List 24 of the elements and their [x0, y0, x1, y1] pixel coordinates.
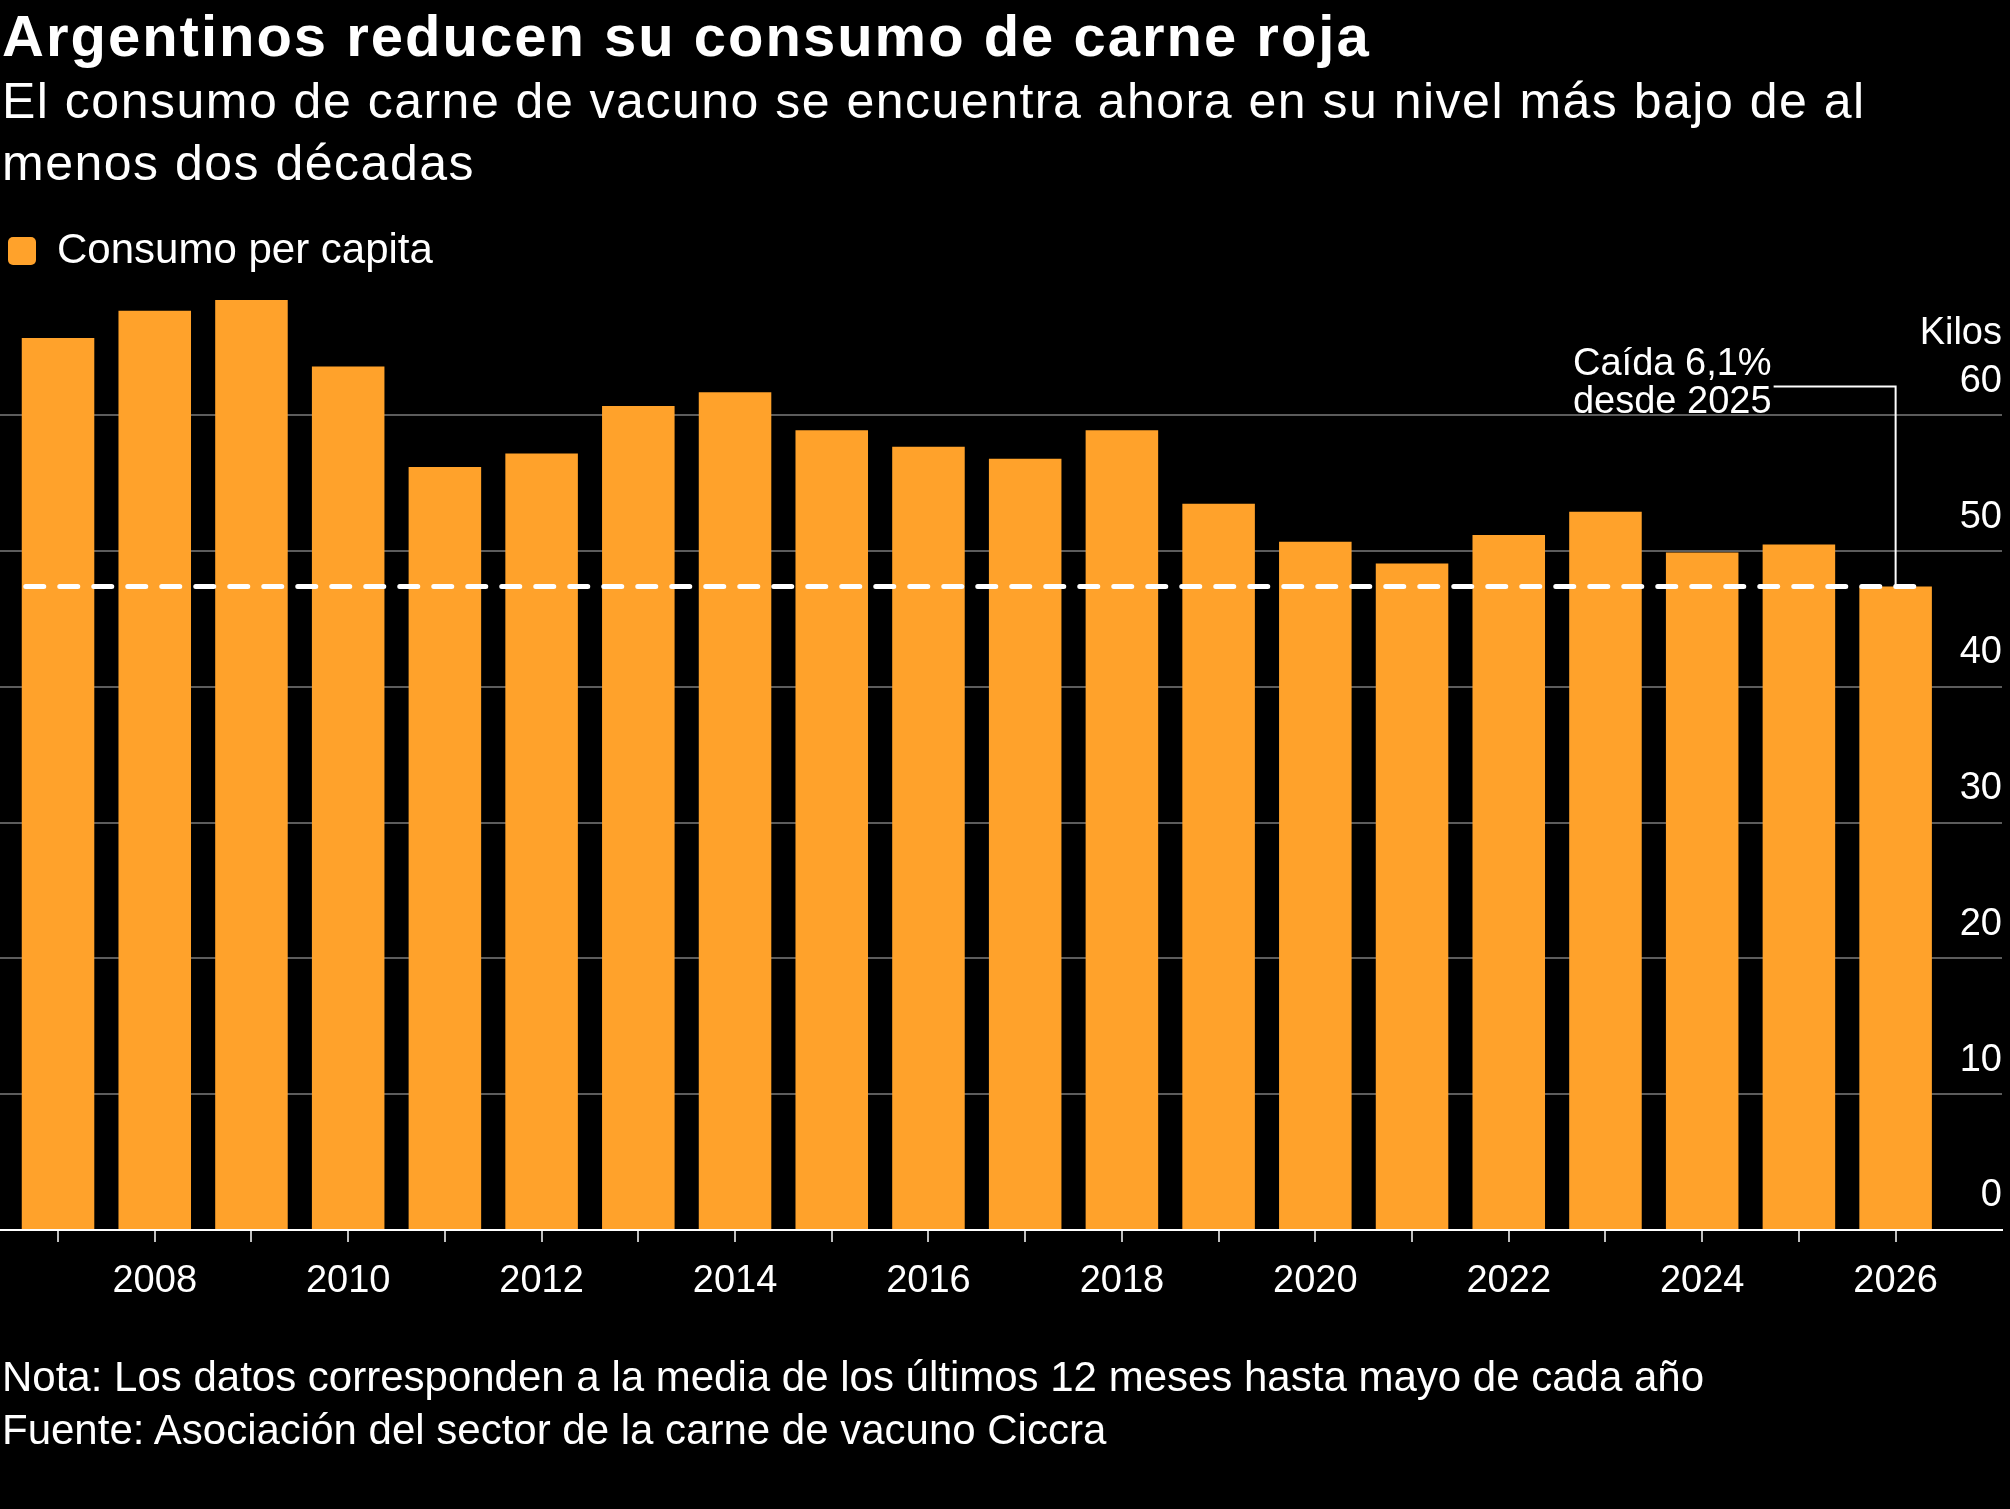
x-tick-label: 2008	[112, 1258, 198, 1301]
text: Nota: Los datos corresponden a la media de los últimos 12 meses hasta mayo de cada año	[2, 1352, 1705, 1402]
x-tick-label: 2012	[499, 1258, 584, 1301]
y-tick-label: 50	[1959, 493, 2002, 536]
x-tick-label: 2018	[1079, 1258, 1165, 1301]
annotation: Caída 6,1% desde 2025	[1572, 340, 1772, 421]
x-tick-label: 2010	[305, 1258, 391, 1301]
y-axis-title: Kilos	[1919, 309, 2002, 352]
x-tick-label: 2026	[1853, 1258, 1938, 1301]
chart-subtitle: El consumo de carne de vacuno se encuentra ahora en su nivel más bajo de al menos dos décadas	[2, 72, 1867, 193]
y-tick-label: 10	[1959, 1036, 2002, 1079]
x-tick-label: 2020	[1273, 1258, 1358, 1301]
y-tick-label: 40	[1959, 629, 2002, 672]
x-tick-label: 2016	[886, 1258, 971, 1301]
x-tick-label: 2022	[1466, 1258, 1552, 1301]
y-tick-label: 30	[1959, 765, 2002, 808]
x-tick-label: 2014	[692, 1258, 778, 1301]
y-tick-label: 0	[1980, 1172, 2002, 1215]
y-tick-label: 60	[1959, 357, 2002, 400]
chart-title: Argentinos reducen su consumo de carne roja	[2, 2, 1371, 70]
source-note: Fuente: Asociación del sector de la carne de vacuno Ciccra	[2, 1405, 1108, 1455]
y-tick-label: 20	[1959, 900, 2002, 943]
x-tick-label: 2024	[1659, 1258, 1745, 1301]
legend-label: Consumo per capita	[57, 224, 434, 272]
